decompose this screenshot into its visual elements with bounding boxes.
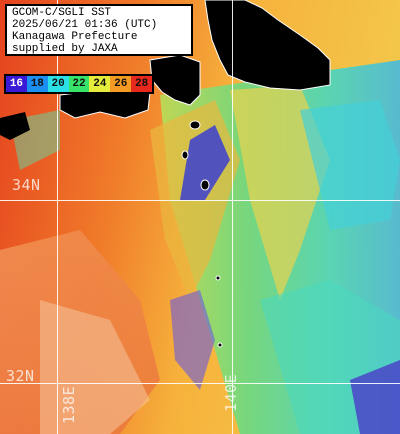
latitude-label-34n: 34N: [12, 176, 41, 194]
legend-cell-28: 28: [131, 76, 153, 92]
longitude-label-140e: 140E: [222, 373, 240, 412]
region-name: Kanagawa Prefecture: [12, 31, 138, 43]
color-legend: 16 18 20 22 24 26 28: [4, 74, 154, 94]
observation-time: 2025/06/21 01:36 (UTC): [12, 19, 158, 31]
latitude-label-32n: 32N: [6, 367, 35, 385]
legend-cell-16: 16: [6, 76, 27, 92]
longitude-label-138e: 138E: [60, 385, 78, 424]
legend-cell-24: 24: [89, 76, 111, 92]
credit-line: supplied by JAXA: [12, 43, 118, 55]
legend-cell-18: 18: [26, 76, 48, 92]
legend-cell-22: 22: [68, 76, 90, 92]
legend-cell-26: 26: [110, 76, 132, 92]
product-title: GCOM-C/SGLI SST: [12, 7, 112, 19]
info-box: GCOM-C/SGLI SST 2025/06/21 01:36 (UTC) K…: [5, 4, 193, 56]
legend-cell-20: 20: [47, 76, 69, 92]
